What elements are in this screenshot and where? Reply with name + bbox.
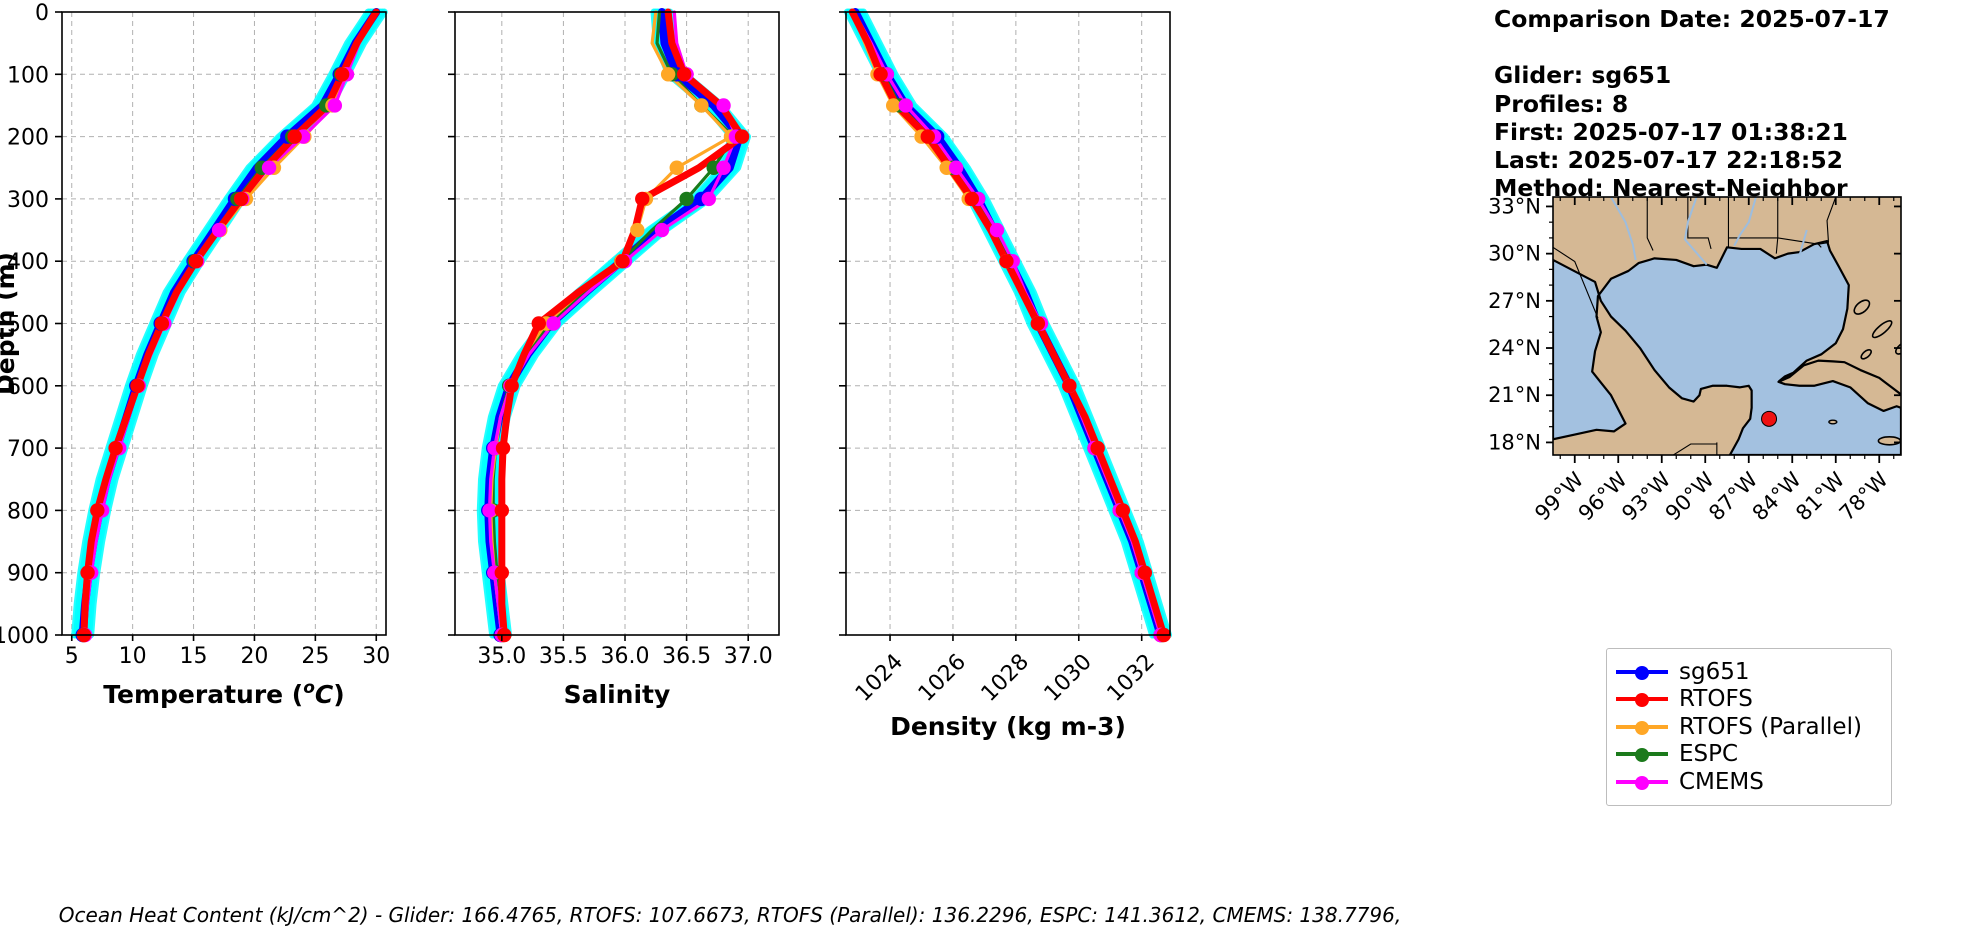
map-latitude-tick-label: 30°N <box>1488 242 1541 266</box>
x-tick-label: 1032 <box>1103 649 1160 706</box>
depth-tick-label: 0 <box>35 1 49 26</box>
legend-item-rtofs-parallel[interactable]: RTOFS (Parallel) <box>1616 713 1880 741</box>
x-tick-label: 1030 <box>1040 649 1097 706</box>
map-latitude-tick-label: 24°N <box>1488 336 1541 360</box>
x-tick-label: 35.0 <box>477 644 526 669</box>
legend-item-espc[interactable]: ESPC <box>1616 741 1880 769</box>
x-tick-label: 30 <box>362 644 390 669</box>
map-longitude-tick-label: 87°W <box>1704 467 1762 525</box>
legend-color-swatch <box>1616 690 1668 708</box>
glider-location-marker <box>1761 410 1778 427</box>
depth-tick-label: 1000 <box>0 624 49 649</box>
location-map-panel: 33°N 30°N 27°N 24°N 21°N 18°N 99°W 96°W 93°W 90°W… <box>1488 183 1923 565</box>
y-axis-title: Depth (m) <box>0 252 20 395</box>
x-tick-label: 1026 <box>914 649 971 706</box>
legend-item-label: RTOFS <box>1679 686 1753 713</box>
map-longitude-tick-label: 96°W <box>1574 467 1632 525</box>
temperature-profile-panel: 5101520253001002003004005006007008009001… <box>0 0 404 925</box>
map-latitude-tick-label: 18°N <box>1488 430 1541 454</box>
x-tick-label: 15 <box>180 644 208 669</box>
x-tick-label: 20 <box>240 644 268 669</box>
legend-marker-icon <box>1635 665 1649 680</box>
legend-item-label: ESPC <box>1679 741 1739 768</box>
comparison-date-text: Comparison Date: 2025-07-17 <box>1494 5 1890 33</box>
legend-color-swatch <box>1616 745 1668 763</box>
depth-tick-label: 500 <box>7 313 49 338</box>
legend-marker-icon <box>1635 720 1649 735</box>
x-tick-label: 36.5 <box>662 644 711 669</box>
map-latitude-tick-label: 33°N <box>1488 194 1541 218</box>
depth-tick-label: 200 <box>7 126 49 151</box>
depth-tick-label: 100 <box>7 63 49 88</box>
glider-name-text: Glider: sg651 <box>1494 61 1672 90</box>
legend-color-swatch <box>1616 718 1668 736</box>
map-longitude-tick-label: 81°W <box>1791 467 1849 525</box>
comparison-info-block: Comparison Date: 2025-07-17 Glider: sg65… <box>1494 5 1890 202</box>
x-tick-label: 37.0 <box>724 644 773 669</box>
legend-item-rtofs[interactable]: RTOFS <box>1616 686 1880 714</box>
map-latitude-tick-label: 21°N <box>1488 383 1541 407</box>
legend-item-label: RTOFS (Parallel) <box>1679 713 1862 740</box>
x-axis-title: Salinity <box>564 680 671 709</box>
density-profile-panel: 1024 1026 1028 1030 1032 Density (kg m-3) <box>784 0 1188 925</box>
legend-item-label: CMEMS <box>1679 768 1764 795</box>
x-axis-title: Temperature (oC) <box>103 678 344 709</box>
map-latitude-tick-label: 27°N <box>1488 289 1541 313</box>
depth-tick-label: 300 <box>7 188 49 213</box>
map-longitude-tick-label: 99°W <box>1530 467 1588 525</box>
legend-marker-icon <box>1635 748 1649 763</box>
legend-marker-icon <box>1635 693 1649 708</box>
x-tick-label: 35.5 <box>539 644 588 669</box>
x-tick-label: 5 <box>65 644 79 669</box>
depth-tick-label: 600 <box>7 375 49 400</box>
legend-item-sg651[interactable]: sg651 <box>1616 658 1880 686</box>
last-profile-time-text: Last: 2025-07-17 22:18:52 <box>1494 145 1844 174</box>
legend-item-cmems[interactable]: CMEMS <box>1616 768 1880 796</box>
x-axis-title: Density (kg m-3) <box>890 712 1126 741</box>
x-tick-label: 1028 <box>977 649 1034 706</box>
first-profile-time-text: First: 2025-07-17 01:38:21 <box>1494 117 1848 146</box>
x-tick-label: 10 <box>119 644 147 669</box>
profiles-count-text: Profiles: 8 <box>1494 89 1629 118</box>
map-longitude-tick-label: 90°W <box>1661 467 1719 525</box>
x-tick-label: 1024 <box>851 649 908 706</box>
ocean-heat-content-caption: Ocean Heat Content (kJ/cm^2) - Glider: 1… <box>58 903 1402 927</box>
depth-tick-label: 700 <box>7 437 49 462</box>
legend-color-swatch <box>1616 663 1668 681</box>
x-tick-label: 36.0 <box>601 644 650 669</box>
series-legend: sg651 RTOFS RTOFS (Parallel) ESPC CMEMS <box>1606 648 1892 806</box>
x-tick-label: 25 <box>301 644 329 669</box>
legend-marker-icon <box>1635 775 1649 790</box>
map-longitude-tick-label: 93°W <box>1617 467 1675 525</box>
depth-tick-label: 800 <box>7 499 49 524</box>
depth-tick-label: 400 <box>7 250 49 275</box>
salinity-profile-panel: 35.0 35.5 36.0 36.5 37.0 Salinity <box>393 0 797 925</box>
map-longitude-tick-label: 78°W <box>1835 467 1893 525</box>
map-longitude-tick-label: 84°W <box>1748 467 1806 525</box>
legend-item-label: sg651 <box>1679 658 1750 685</box>
legend-color-swatch <box>1616 773 1668 791</box>
depth-tick-label: 900 <box>7 562 49 587</box>
